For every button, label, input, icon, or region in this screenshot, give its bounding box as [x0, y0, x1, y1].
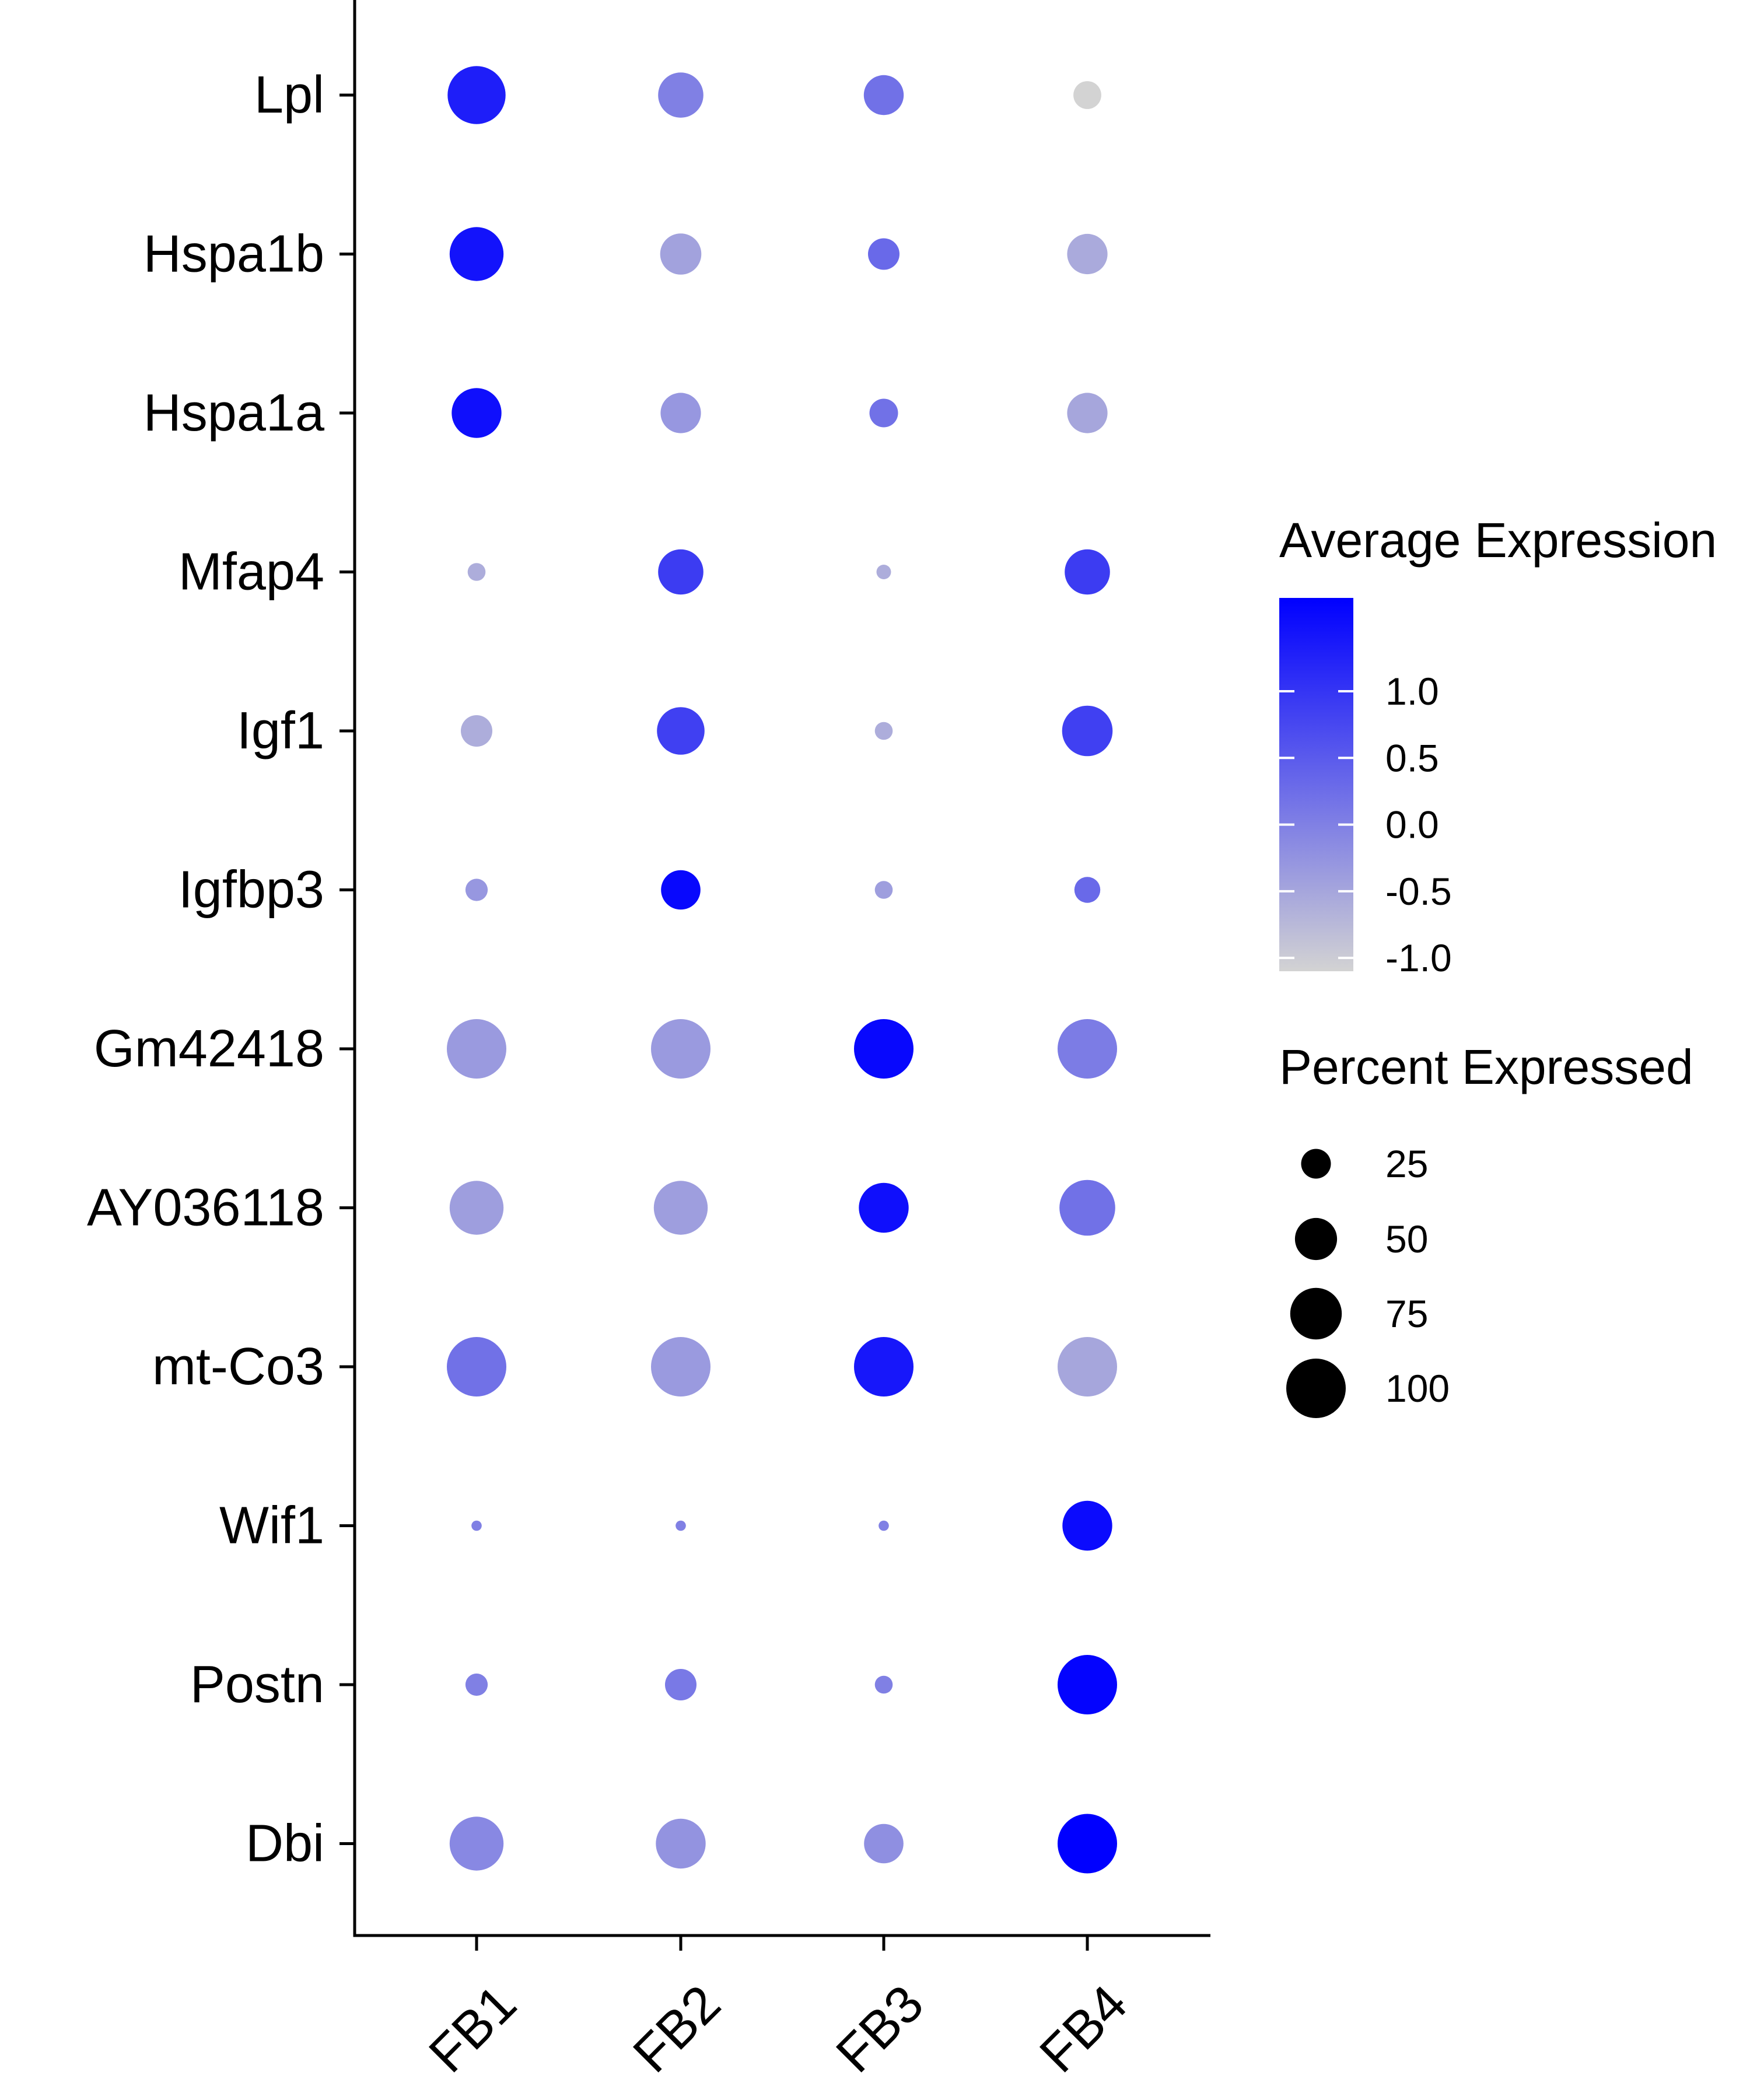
dot-Lpl-FB4 — [1073, 81, 1101, 109]
color-legend: Average Expression 1.0 0.5 0.0 -0.5 -1.0 — [1279, 513, 1717, 979]
dot-Postn-FB4 — [1058, 1655, 1117, 1714]
dot-Lpl-FB3 — [863, 75, 904, 116]
dot-Gm42418-FB1 — [447, 1019, 506, 1079]
color-tick-label: 1.0 — [1385, 670, 1439, 713]
dot-Dbi-FB1 — [449, 1817, 504, 1871]
dot-Hspa1b-FB3 — [868, 238, 900, 270]
size-legend: Percent Expressed 25 50 75 100 — [1279, 1040, 1693, 1418]
size-key-dot — [1294, 1217, 1338, 1261]
dot-Igfbp3-FB2 — [661, 870, 701, 910]
dot-Postn-FB1 — [465, 1673, 488, 1696]
color-tick-label: 0.0 — [1385, 803, 1439, 846]
y-tick-label: Gm42418 — [94, 1020, 324, 1078]
dot-Mfap4-FB2 — [658, 549, 704, 595]
dot-Hspa1a-FB4 — [1067, 393, 1108, 433]
dot-Hspa1a-FB2 — [660, 393, 701, 433]
size-key-label: 75 — [1385, 1292, 1428, 1335]
y-axis: Lpl Hspa1b Hspa1a Mfap4 Igf1 Igfbp3 Gm42418 AY0… — [87, 0, 356, 1936]
dot-Hspa1a-FB1 — [452, 388, 502, 438]
dot-Igf1-FB2 — [657, 707, 705, 755]
dot-Hspa1b-FB4 — [1067, 233, 1108, 275]
dot-Wif1-FB4 — [1062, 1500, 1112, 1551]
size-key-label: 25 — [1385, 1142, 1428, 1185]
size-key-dot — [1301, 1149, 1331, 1179]
dot-Hspa1b-FB1 — [449, 227, 504, 281]
dot-Postn-FB2 — [665, 1669, 696, 1700]
y-tick-label: Lpl — [254, 66, 324, 124]
dot-Igfbp3-FB4 — [1074, 877, 1101, 903]
y-tick-label: Hspa1a — [144, 384, 325, 442]
dot-AY036118-FB3 — [859, 1182, 909, 1233]
dot-mt-Co3-FB4 — [1058, 1337, 1117, 1396]
dot-Igfbp3-FB3 — [874, 881, 893, 899]
dot-Dbi-FB4 — [1058, 1814, 1117, 1874]
dot-Hspa1b-FB2 — [660, 233, 702, 275]
y-tick-label: Mfap4 — [178, 543, 324, 601]
dot-Gm42418-FB3 — [854, 1019, 914, 1079]
dot-Lpl-FB2 — [658, 72, 704, 118]
dot-Mfap4-FB3 — [876, 565, 891, 579]
x-tick-label: FB4 — [1029, 1975, 1138, 2084]
dot-mt-Co3-FB3 — [854, 1337, 914, 1396]
y-tick-label: Dbi — [246, 1815, 324, 1873]
dot-mt-Co3-FB1 — [447, 1337, 506, 1396]
dot-Igf1-FB4 — [1062, 705, 1113, 757]
dot-Mfap4-FB1 — [467, 563, 486, 581]
y-tick-label: AY036118 — [87, 1179, 324, 1237]
dot-Igf1-FB3 — [874, 722, 893, 740]
dot-Igf1-FB1 — [461, 715, 492, 747]
size-key-dot — [1290, 1287, 1342, 1340]
color-tick-label: -1.0 — [1385, 936, 1452, 979]
x-tick-label: FB2 — [622, 1975, 732, 2084]
x-tick-label: FB1 — [418, 1975, 527, 2084]
y-tick-label: Igfbp3 — [178, 861, 324, 919]
dot-Hspa1a-FB3 — [869, 398, 898, 428]
dot-Igfbp3-FB1 — [465, 878, 488, 901]
x-tick-label: FB3 — [825, 1975, 935, 2084]
dot-Dbi-FB3 — [864, 1824, 904, 1864]
dot-mt-Co3-FB2 — [651, 1337, 710, 1396]
color-legend-title: Average Expression — [1279, 513, 1717, 568]
size-key-label: 100 — [1385, 1367, 1450, 1410]
size-key-dot — [1286, 1359, 1346, 1418]
y-tick-label: Wif1 — [219, 1497, 324, 1555]
size-legend-title: Percent Expressed — [1279, 1040, 1693, 1094]
dot-Postn-FB3 — [874, 1675, 893, 1694]
dot-AY036118-FB4 — [1059, 1180, 1115, 1236]
x-axis: FB1 FB2 FB3 FB4 — [353, 1934, 1210, 2084]
dot-Gm42418-FB4 — [1058, 1019, 1117, 1079]
dot-Wif1-FB3 — [878, 1520, 889, 1531]
dot-AY036118-FB1 — [449, 1181, 504, 1235]
dot-Lpl-FB1 — [447, 66, 506, 124]
y-tick-label: mt-Co3 — [152, 1338, 324, 1396]
y-tick-label: Igf1 — [237, 702, 324, 760]
y-tick-label: Hspa1b — [144, 225, 324, 284]
color-tick-label: -0.5 — [1385, 870, 1452, 913]
dot-Wif1-FB1 — [471, 1520, 482, 1531]
size-key-label: 50 — [1385, 1217, 1428, 1261]
dot-AY036118-FB2 — [653, 1181, 708, 1235]
y-tick-label: Postn — [190, 1656, 324, 1714]
color-bar — [1279, 598, 1353, 971]
plot-panel — [447, 66, 1117, 1874]
dot-Dbi-FB2 — [656, 1818, 706, 1869]
dot-Mfap4-FB4 — [1065, 549, 1110, 595]
dot-Wif1-FB2 — [676, 1520, 686, 1531]
color-tick-label: 0.5 — [1385, 736, 1439, 779]
dot-Gm42418-FB2 — [651, 1019, 710, 1079]
